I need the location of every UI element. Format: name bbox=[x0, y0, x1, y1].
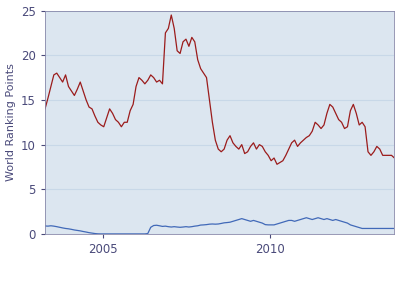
World #1 bbox=[274, 163, 279, 166]
World #1 bbox=[169, 13, 174, 17]
Charlie Wi bbox=[324, 217, 329, 220]
Charlie Wi bbox=[304, 216, 309, 220]
World #1 bbox=[116, 121, 121, 124]
World #1 bbox=[392, 156, 397, 160]
World #1 bbox=[386, 154, 391, 157]
Charlie Wi bbox=[140, 232, 144, 236]
World #1 bbox=[43, 107, 48, 111]
Charlie Wi bbox=[43, 224, 48, 228]
World #1 bbox=[239, 143, 244, 146]
World #1 bbox=[289, 141, 294, 145]
Charlie Wi bbox=[392, 227, 397, 230]
Line: World #1: World #1 bbox=[45, 15, 394, 164]
World #1 bbox=[136, 76, 141, 80]
Charlie Wi bbox=[119, 232, 124, 236]
Charlie Wi bbox=[386, 227, 391, 230]
Charlie Wi bbox=[98, 232, 103, 236]
Charlie Wi bbox=[239, 217, 244, 220]
Y-axis label: World Ranking Points: World Ranking Points bbox=[6, 63, 16, 181]
Legend: Charlie Wi, World #1: Charlie Wi, World #1 bbox=[118, 299, 321, 300]
World #1 bbox=[324, 112, 329, 115]
Line: Charlie Wi: Charlie Wi bbox=[45, 218, 394, 234]
Charlie Wi bbox=[286, 219, 291, 222]
